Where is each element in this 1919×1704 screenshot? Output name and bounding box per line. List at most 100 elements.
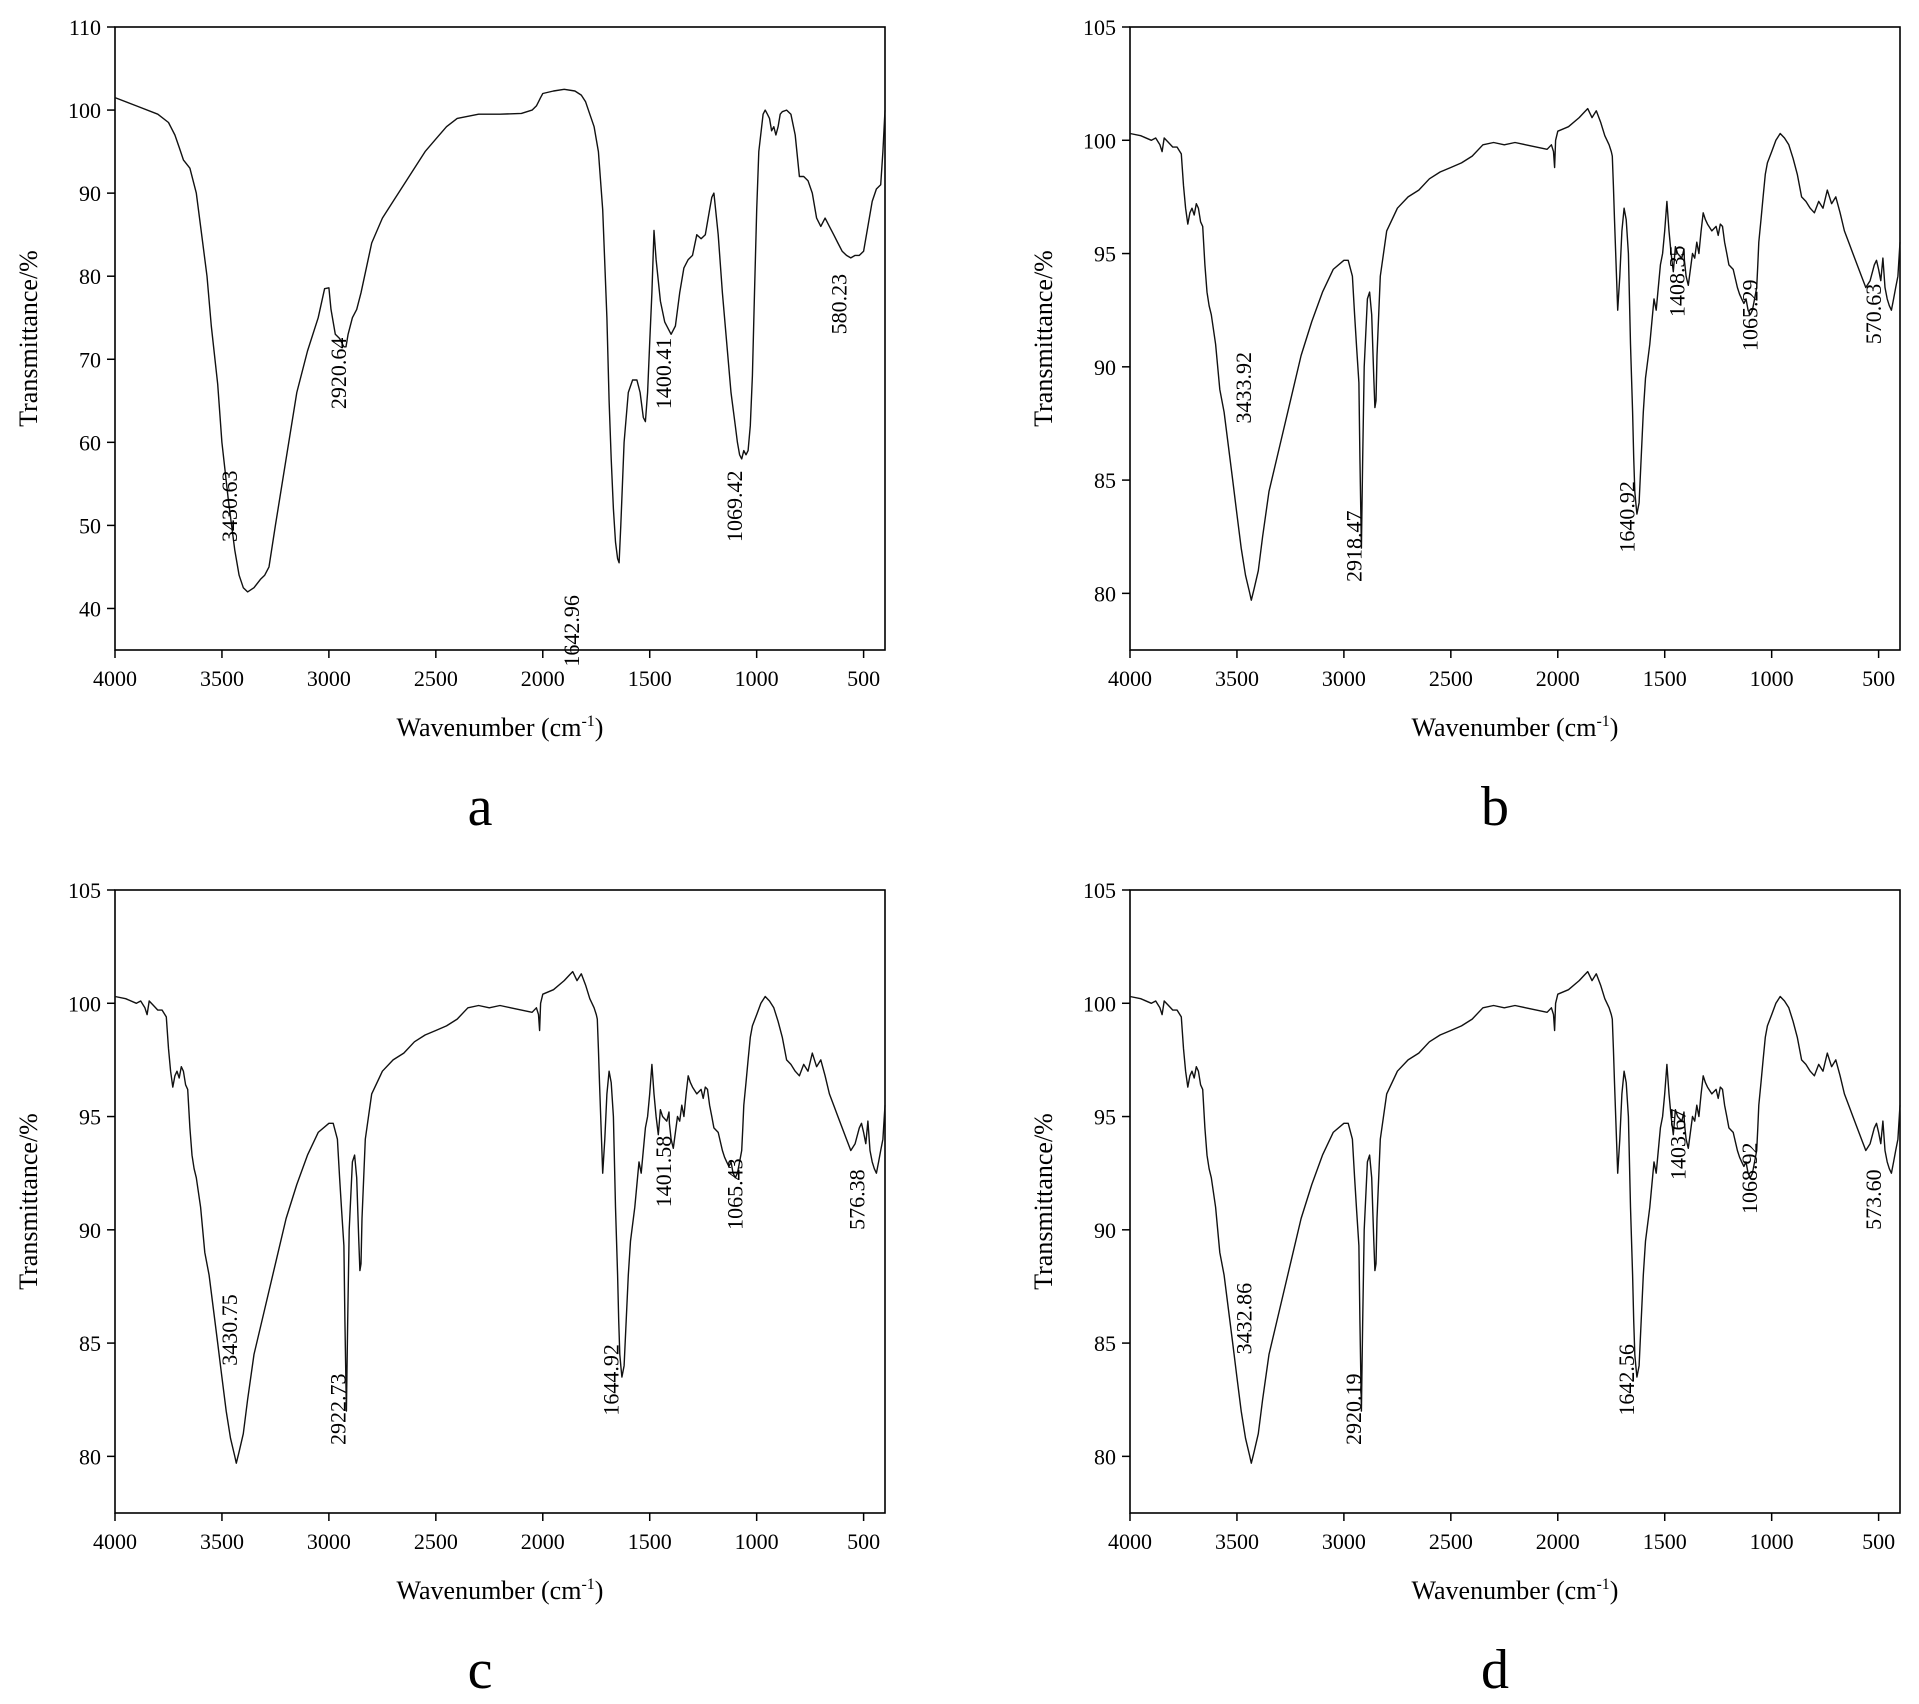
x-tick-label: 3500 xyxy=(200,666,244,691)
y-tick-label: 80 xyxy=(1094,1444,1116,1469)
y-tick-label: 105 xyxy=(1083,878,1116,903)
x-tick-label: 2500 xyxy=(1429,666,1473,691)
x-tick-label: 3500 xyxy=(1215,1529,1259,1554)
plot-frame xyxy=(1129,26,1901,651)
peak-label: 1068.92 xyxy=(1737,1142,1762,1214)
x-tick-label: 2500 xyxy=(1429,1529,1473,1554)
x-tick-label: 1500 xyxy=(628,666,672,691)
peak-label: 1408.35 xyxy=(1664,245,1689,317)
x-tick-label: 500 xyxy=(847,1529,880,1554)
x-tick-label: 3000 xyxy=(1322,1529,1366,1554)
chart-panel-a: 4000 3500 3000 2500 2000 1500 1000 500 40 50 60 70 8… xyxy=(14,15,886,838)
x-tick-label: 3500 xyxy=(200,1529,244,1554)
x-axis-label: Wavenumber (cm-1) xyxy=(397,713,604,742)
spectrum-line xyxy=(1129,107,1901,601)
y-tick-label: 40 xyxy=(79,596,101,621)
plot-frame xyxy=(114,26,886,651)
peak-label: 1644.92 xyxy=(599,1344,624,1416)
y-tick-label: 85 xyxy=(79,1331,101,1356)
y-tick-label: 90 xyxy=(79,181,101,206)
x-tick-label: 4000 xyxy=(93,666,137,691)
x-axis-label: Wavenumber (cm-1) xyxy=(397,1576,604,1605)
peak-label: 1065.43 xyxy=(723,1158,748,1230)
x-tick-label: 1000 xyxy=(1750,1529,1794,1554)
spectrum-line xyxy=(1129,970,1901,1464)
x-tick-label: 1000 xyxy=(735,1529,779,1554)
peak-label: 1069.42 xyxy=(722,470,747,542)
x-tick-label: 3000 xyxy=(307,666,351,691)
peak-label: 1400.41 xyxy=(651,338,676,410)
plot-frame xyxy=(1129,889,1901,1514)
x-tick-label: 1500 xyxy=(1643,666,1687,691)
chart-panel-d: 4000 3500 3000 2500 2000 1500 1000 500 80 85 90 95 1… xyxy=(1029,878,1901,1701)
y-tick-label: 50 xyxy=(79,513,101,538)
y-tick-label: 100 xyxy=(68,98,101,123)
x-tick-label: 2000 xyxy=(521,666,565,691)
x-tick-label: 2000 xyxy=(1536,1529,1580,1554)
x-axis-label: Wavenumber (cm-1) xyxy=(1412,713,1619,742)
panel-label: a xyxy=(468,776,493,838)
panel-label: c xyxy=(468,1639,493,1701)
x-tick-label: 3000 xyxy=(1322,666,1366,691)
y-axis-label: Transmittance/% xyxy=(14,250,43,427)
y-tick-label: 110 xyxy=(69,15,101,40)
peak-label: 1401.58 xyxy=(651,1136,676,1208)
x-tick-label: 1000 xyxy=(735,666,779,691)
y-tick-label: 100 xyxy=(1083,128,1116,153)
y-tick-label: 70 xyxy=(79,347,101,372)
spectrum-line xyxy=(114,88,886,593)
x-tick-label: 500 xyxy=(1862,666,1895,691)
peak-label: 1642.56 xyxy=(1614,1344,1639,1416)
x-tick-label: 1500 xyxy=(1643,1529,1687,1554)
peak-label: 1065.29 xyxy=(1738,279,1763,351)
peak-label: 3430.63 xyxy=(217,471,242,543)
y-tick-label: 90 xyxy=(1094,355,1116,380)
x-tick-label: 4000 xyxy=(93,1529,137,1554)
peak-label: 1403.67 xyxy=(1665,1108,1690,1180)
x-axis-label: Wavenumber (cm-1) xyxy=(1412,1576,1619,1605)
y-tick-label: 95 xyxy=(1094,1105,1116,1130)
y-tick-label: 80 xyxy=(1094,581,1116,606)
y-axis-label: Transmittance/% xyxy=(14,1113,43,1290)
panel-label: b xyxy=(1481,776,1509,838)
chart-panel-c: 4000 3500 3000 2500 2000 1500 1000 500 80 85 90 95 1… xyxy=(14,878,886,1701)
y-axis-label: Transmittance/% xyxy=(1029,250,1058,427)
y-tick-label: 80 xyxy=(79,1444,101,1469)
y-tick-label: 80 xyxy=(79,264,101,289)
spectrum-line xyxy=(114,970,886,1464)
y-tick-label: 95 xyxy=(1094,242,1116,267)
peak-label: 580.23 xyxy=(827,274,852,335)
peak-label: 1640.92 xyxy=(1615,481,1640,553)
x-tick-label: 2000 xyxy=(521,1529,565,1554)
peak-label: 2918.47 xyxy=(1341,510,1366,582)
x-tick-label: 3500 xyxy=(1215,666,1259,691)
x-tick-label: 2000 xyxy=(1536,666,1580,691)
x-tick-label: 4000 xyxy=(1108,666,1152,691)
y-axis-label: Transmittance/% xyxy=(1029,1113,1058,1290)
y-tick-label: 60 xyxy=(79,430,101,455)
x-tick-label: 2500 xyxy=(414,666,458,691)
peak-label: 2922.73 xyxy=(325,1373,350,1445)
peak-label: 573.60 xyxy=(1861,1169,1886,1230)
peak-label: 2920.19 xyxy=(1341,1374,1366,1446)
peak-label: 576.38 xyxy=(845,1169,870,1230)
peak-label: 1642.96 xyxy=(559,595,584,667)
chart-panel-b: 4000 3500 3000 2500 2000 1500 1000 500 80 85 90 95 1… xyxy=(1029,15,1901,838)
y-tick-label: 105 xyxy=(1083,15,1116,40)
plot-frame xyxy=(114,889,886,1514)
y-tick-label: 90 xyxy=(79,1218,101,1243)
x-tick-label: 2500 xyxy=(414,1529,458,1554)
x-tick-label: 1500 xyxy=(628,1529,672,1554)
x-tick-label: 500 xyxy=(847,666,880,691)
x-tick-label: 1000 xyxy=(1750,666,1794,691)
x-tick-label: 500 xyxy=(1862,1529,1895,1554)
y-tick-label: 105 xyxy=(68,878,101,903)
y-tick-label: 95 xyxy=(79,1105,101,1130)
peak-label: 3432.86 xyxy=(1231,1283,1256,1355)
panel-label: d xyxy=(1481,1639,1509,1701)
y-tick-label: 90 xyxy=(1094,1218,1116,1243)
y-tick-label: 100 xyxy=(68,991,101,1016)
x-tick-label: 4000 xyxy=(1108,1529,1152,1554)
y-tick-label: 85 xyxy=(1094,468,1116,493)
